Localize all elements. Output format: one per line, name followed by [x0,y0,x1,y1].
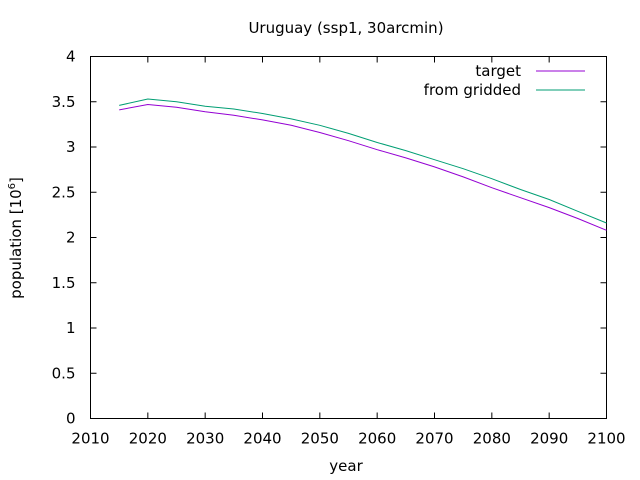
legend-label-target: target [475,62,521,80]
x-tick-label: 2040 [243,430,281,448]
x-tick-label: 2010 [71,430,109,448]
x-tick-label: 2050 [301,430,339,448]
y-tick-label: 3 [66,138,76,156]
y-tick-label: 0 [66,410,76,428]
legend: target from gridded [424,62,585,99]
y-axis-label: population [106] [7,177,25,299]
y-tick-label: 1.5 [52,274,76,292]
x-tick-label: 2070 [415,430,453,448]
series-line-from-gridded [119,98,607,224]
x-tick-label: 2090 [530,430,568,448]
x-tick-label: 2060 [358,430,396,448]
x-tick-label: 2030 [186,430,224,448]
chart-title: Uruguay (ssp1, 30arcmin) [248,19,443,37]
x-tick-label: 2020 [129,430,167,448]
x-tick-label: 2100 [587,430,625,448]
y-axis: 0 0.5 1 1.5 2 2.5 3 3.5 4 [52,48,607,428]
y-axis-label-exponent: 6 [7,183,18,189]
legend-label-from-gridded: from gridded [424,81,521,99]
y-tick-label: 0.5 [52,364,76,382]
series-line-target [119,103,607,231]
y-tick-label: 1 [66,319,76,337]
plot-lines [119,98,607,231]
y-tick-label: 4 [66,48,76,66]
x-axis-label: year [329,457,363,475]
x-axis: 2010 2020 2030 2040 2050 2060 2070 2080 2090 2100 [71,56,626,448]
x-tick-label: 2080 [473,430,511,448]
y-tick-label: 3.5 [52,93,76,111]
y-tick-label: 2.5 [52,183,76,201]
y-tick-label: 2 [66,229,76,247]
plot-frame [90,56,607,419]
